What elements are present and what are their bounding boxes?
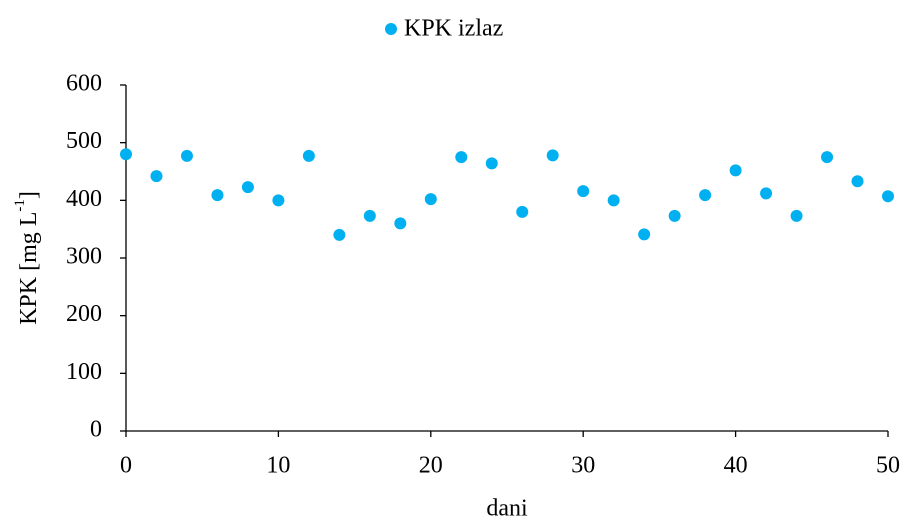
data-point [211, 189, 224, 202]
x-tick-label: 40 [724, 453, 748, 479]
data-point [363, 209, 376, 222]
data-point [516, 205, 529, 218]
y-axis-label-main: KPK [mg L [16, 212, 42, 325]
data-point [485, 157, 498, 170]
legend-marker [385, 23, 397, 35]
legend-label: KPK izlaz [404, 16, 503, 42]
data-point [302, 149, 315, 162]
data-point [882, 190, 894, 203]
x-axis-label: dani [486, 496, 528, 522]
data-point [424, 193, 437, 206]
y-tick-label: 0 [90, 417, 102, 443]
data-point [699, 189, 712, 202]
y-axis-label: KPK [mg L-1] [12, 191, 41, 325]
x-tick-label: 0 [120, 453, 132, 479]
y-axis-label-end: ] [16, 191, 42, 199]
data-point [272, 194, 285, 207]
data-point [241, 181, 254, 194]
data-point [577, 185, 590, 198]
x-tick-label: 30 [571, 453, 595, 479]
y-tick-label: 200 [66, 301, 102, 327]
x-tick-label: 10 [266, 453, 290, 479]
data-point [455, 151, 468, 164]
data-point [760, 187, 773, 200]
data-point [546, 149, 559, 162]
y-axis-label-sup: -1 [12, 199, 28, 212]
data-point [180, 149, 193, 162]
y-tick-label: 100 [66, 359, 102, 385]
y-tick-label: 400 [66, 186, 102, 212]
x-tick-label: 20 [419, 453, 443, 479]
x-tick-label: 50 [876, 453, 900, 479]
data-point [394, 217, 407, 230]
data-point [851, 175, 864, 188]
y-tick-label: 300 [66, 244, 102, 270]
data-point [821, 151, 834, 164]
y-tick-label: 600 [66, 71, 102, 97]
data-point [638, 228, 651, 241]
data-point [333, 228, 346, 241]
data-point [668, 209, 681, 222]
data-point [729, 164, 742, 177]
data-point [150, 170, 163, 183]
data-point [607, 194, 620, 207]
data-point [120, 148, 132, 161]
y-tick-label: 500 [66, 128, 102, 154]
data-point [790, 209, 803, 222]
